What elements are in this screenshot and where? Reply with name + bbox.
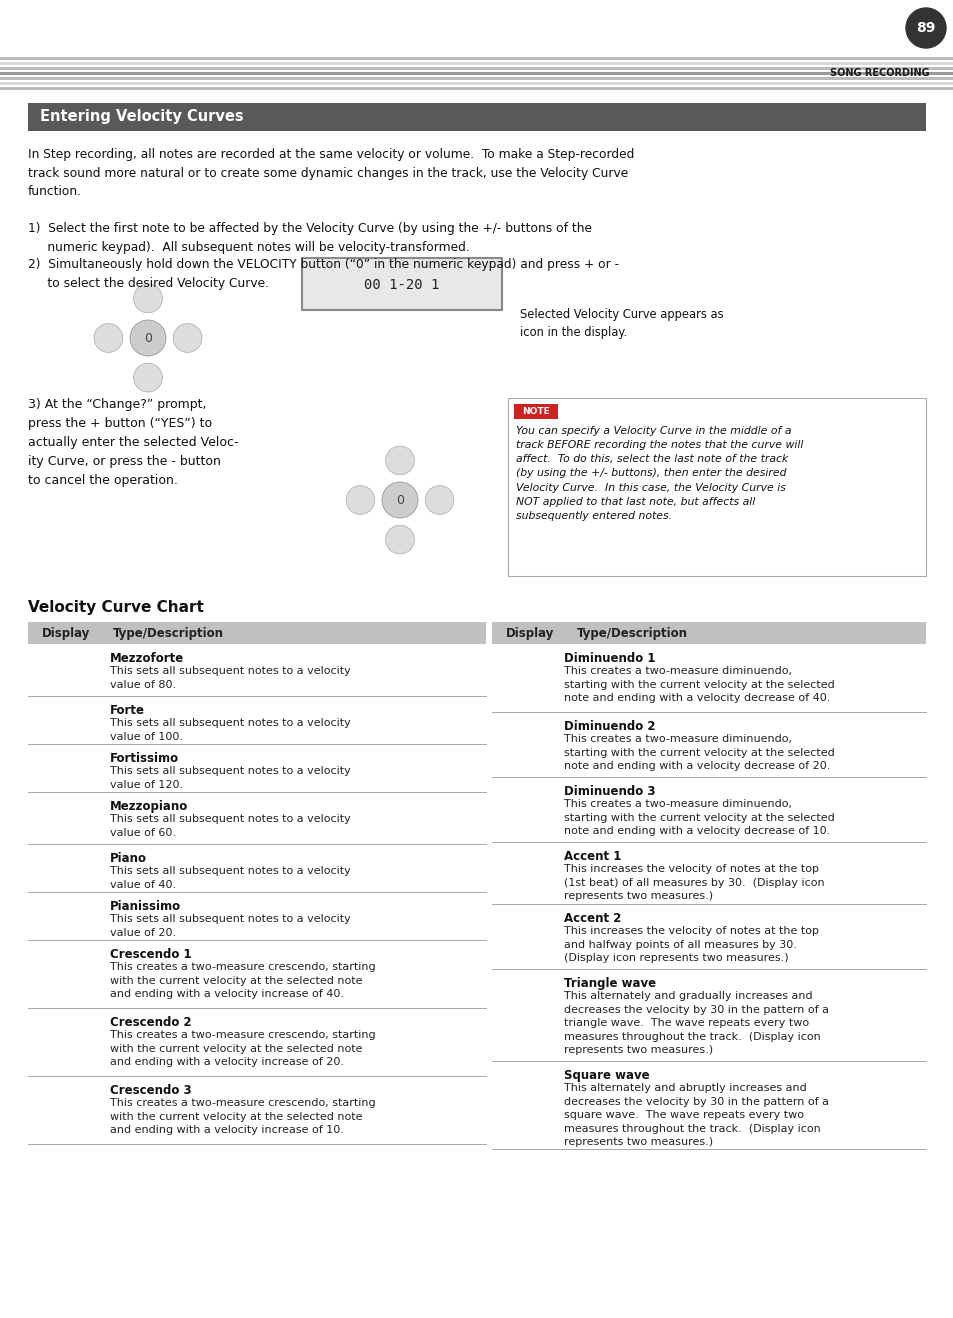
Text: This sets all subsequent notes to a velocity
value of 20.: This sets all subsequent notes to a velo… [110, 913, 351, 937]
Text: In Step recording, all notes are recorded at the same velocity or volume.  To ma: In Step recording, all notes are recorde… [28, 148, 634, 198]
Text: This creates a two-measure crescendo, starting
with the current velocity at the : This creates a two-measure crescendo, st… [110, 1098, 375, 1135]
Circle shape [130, 320, 166, 356]
Bar [0, 62, 953, 65]
Bar [0, 87, 953, 90]
Text: This creates a two-measure diminuendo,
starting with the current velocity at the: This creates a two-measure diminuendo, s… [563, 666, 834, 704]
Text: Forte: Forte [110, 704, 145, 717]
Text: This sets all subsequent notes to a velocity
value of 60.: This sets all subsequent notes to a velo… [110, 815, 351, 838]
Text: Display: Display [505, 626, 554, 639]
Bar [28, 103, 925, 130]
Text: Diminuendo 1: Diminuendo 1 [563, 652, 655, 666]
Text: This increases the velocity of notes at the top
(1st beat) of all measures by 30: This increases the velocity of notes at … [563, 865, 823, 902]
Text: Selected Velocity Curve appears as
icon in the display.: Selected Velocity Curve appears as icon … [519, 308, 723, 339]
Circle shape [94, 324, 123, 352]
Text: Type/Description: Type/Description [577, 626, 687, 639]
Text: NOTE: NOTE [521, 407, 549, 416]
Text: Piano: Piano [110, 851, 147, 865]
Text: 0: 0 [144, 332, 152, 344]
Text: 1)  Select the first note to be affected by the Velocity Curve (by using the +/-: 1) Select the first note to be affected … [28, 221, 592, 253]
Bar [0, 57, 953, 61]
Circle shape [381, 482, 417, 518]
Text: Accent 2: Accent 2 [563, 912, 620, 925]
Text: This alternately and gradually increases and
decreases the velocity by 30 in the: This alternately and gradually increases… [563, 991, 828, 1056]
Circle shape [133, 283, 162, 312]
Bar [514, 405, 558, 419]
Bar [302, 258, 501, 310]
Text: This sets all subsequent notes to a velocity
value of 80.: This sets all subsequent notes to a velo… [110, 666, 351, 689]
Text: SONG RECORDING: SONG RECORDING [829, 69, 929, 78]
Text: Display: Display [42, 626, 91, 639]
Text: Crescendo 2: Crescendo 2 [110, 1016, 192, 1029]
Text: You can specify a Velocity Curve in the middle of a
track BEFORE recording the n: You can specify a Velocity Curve in the … [516, 426, 802, 521]
Text: This alternately and abruptly increases and
decreases the velocity by 30 in the : This alternately and abruptly increases … [563, 1083, 828, 1148]
Text: Crescendo 3: Crescendo 3 [110, 1083, 192, 1097]
Text: 0: 0 [395, 493, 403, 506]
Text: Type/Description: Type/Description [112, 626, 224, 639]
Circle shape [346, 485, 375, 514]
Text: 89: 89 [915, 21, 935, 36]
Text: This creates a two-measure diminuendo,
starting with the current velocity at the: This creates a two-measure diminuendo, s… [563, 734, 834, 771]
Circle shape [425, 485, 454, 514]
Circle shape [385, 445, 414, 474]
Text: Diminuendo 3: Diminuendo 3 [563, 786, 655, 797]
Circle shape [133, 364, 162, 391]
Text: Triangle wave: Triangle wave [563, 977, 656, 990]
Bar [492, 622, 925, 645]
Text: Fortissimo: Fortissimo [110, 753, 179, 764]
Text: This sets all subsequent notes to a velocity
value of 40.: This sets all subsequent notes to a velo… [110, 866, 351, 890]
Text: 3) At the “Change?” prompt,
press the + button (“YES”) to
actually enter the sel: 3) At the “Change?” prompt, press the + … [28, 398, 238, 486]
Text: Accent 1: Accent 1 [563, 850, 620, 863]
Text: Mezzoforte: Mezzoforte [110, 652, 184, 666]
Text: 00 1-20 1: 00 1-20 1 [364, 278, 439, 293]
Text: Pianissimo: Pianissimo [110, 900, 181, 913]
Bar [0, 76, 953, 80]
Text: This creates a two-measure crescendo, starting
with the current velocity at the : This creates a two-measure crescendo, st… [110, 1029, 375, 1068]
Text: This creates a two-measure diminuendo,
starting with the current velocity at the: This creates a two-measure diminuendo, s… [563, 799, 834, 836]
Text: Entering Velocity Curves: Entering Velocity Curves [40, 109, 243, 124]
Circle shape [173, 324, 202, 352]
Text: This creates a two-measure crescendo, starting
with the current velocity at the : This creates a two-measure crescendo, st… [110, 962, 375, 999]
Circle shape [385, 525, 414, 554]
Bar [0, 67, 953, 70]
Text: This sets all subsequent notes to a velocity
value of 120.: This sets all subsequent notes to a velo… [110, 766, 351, 789]
Text: Velocity Curve Chart: Velocity Curve Chart [28, 600, 204, 616]
Bar [507, 398, 925, 576]
Bar [0, 72, 953, 75]
Text: 2)  Simultaneously hold down the VELOCITY button (“0” in the numeric keypad) and: 2) Simultaneously hold down the VELOCITY… [28, 258, 618, 290]
Text: This sets all subsequent notes to a velocity
value of 100.: This sets all subsequent notes to a velo… [110, 718, 351, 742]
Text: Diminuendo 2: Diminuendo 2 [563, 720, 655, 733]
Bar [0, 82, 953, 84]
Text: Square wave: Square wave [563, 1069, 649, 1082]
Text: This increases the velocity of notes at the top
and halfway points of all measur: This increases the velocity of notes at … [563, 927, 818, 963]
Circle shape [905, 8, 945, 47]
Text: Mezzopiano: Mezzopiano [110, 800, 188, 813]
Bar [28, 622, 485, 645]
Text: Crescendo 1: Crescendo 1 [110, 948, 192, 961]
